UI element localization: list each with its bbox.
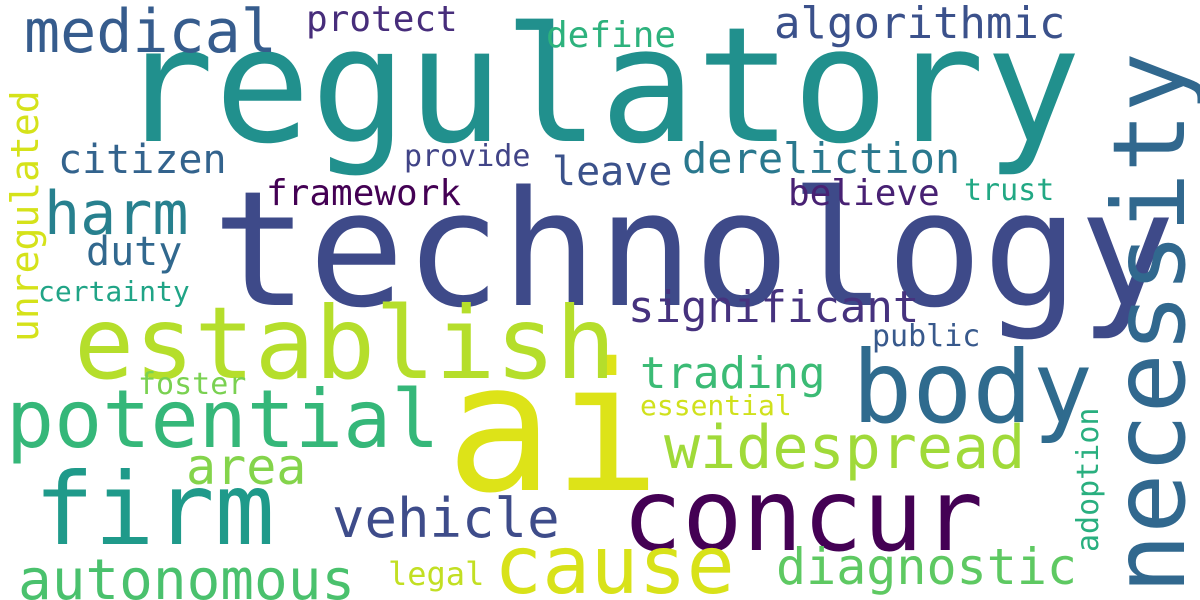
word-cause: cause: [494, 519, 735, 600]
word-technology: technology: [212, 156, 1176, 343]
word-essential: essential: [640, 389, 792, 422]
word-provide: provide: [404, 139, 531, 174]
word-potential: potential: [6, 373, 440, 466]
word-adoption: adoption: [1071, 407, 1106, 553]
word-necessity: necessity: [1091, 52, 1200, 594]
word-harm: harm: [44, 179, 189, 249]
word-medical: medical: [24, 0, 277, 67]
word-citizen: citizen: [58, 137, 227, 183]
word-body: body: [852, 329, 1093, 446]
word-ai: ai: [446, 325, 661, 532]
word-foster: foster: [138, 367, 247, 402]
word-believe: believe: [788, 173, 940, 214]
word-legal: legal: [388, 555, 485, 593]
word-vehicle: vehicle: [332, 487, 560, 550]
word-concur: concur: [622, 457, 984, 574]
word-widespread: widespread: [664, 413, 1026, 483]
word-autonomous: autonomous: [18, 548, 356, 600]
word-significant: significant: [628, 282, 920, 333]
word-dereliction: dereliction: [682, 134, 961, 183]
word-diagnostic: diagnostic: [776, 538, 1078, 596]
word-trading: trading: [640, 348, 826, 399]
word-area: area: [186, 438, 307, 496]
word-firm: firm: [34, 451, 275, 568]
word-duty: duty: [86, 229, 183, 275]
word-protect: protect: [306, 0, 458, 40]
word-public: public: [872, 319, 981, 354]
word-algorithmic: algorithmic: [774, 0, 1066, 49]
word-leave: leave: [552, 149, 673, 195]
word-trust: trust: [964, 173, 1055, 208]
word-define: define: [546, 15, 677, 56]
word-framework: framework: [266, 173, 462, 214]
word-certainty: certainty: [38, 275, 190, 308]
word-unregulated: unregulated: [3, 90, 47, 342]
word-regulatory: regulatory: [118, 0, 1082, 179]
word-establish: establish: [74, 285, 616, 402]
